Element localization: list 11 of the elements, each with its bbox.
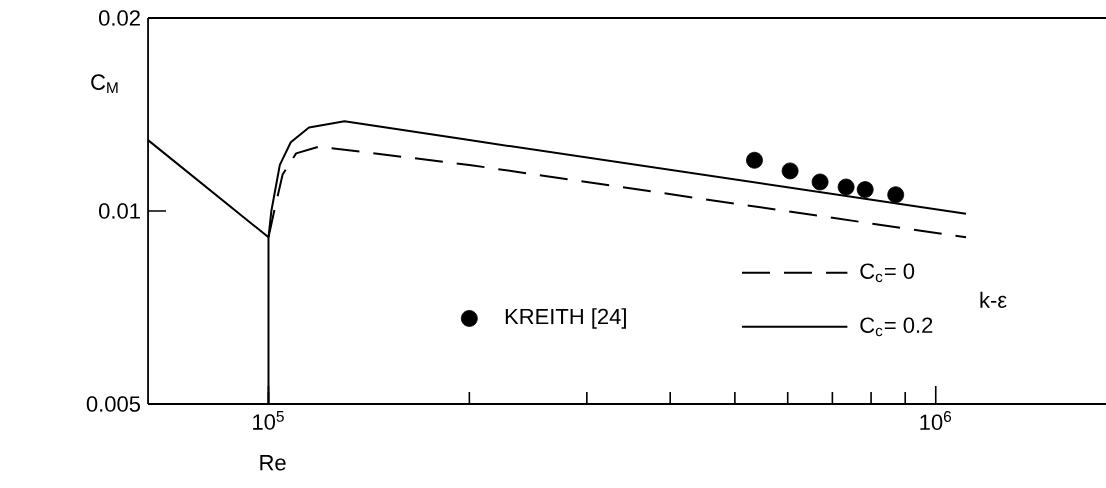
y-tick-label: 0.005 xyxy=(86,396,141,412)
x-tick-label: 10$^{5}$ xyxy=(253,411,284,430)
x-axis-title: Re xyxy=(260,455,286,471)
y-tick-label: 0.02 xyxy=(99,10,140,26)
legend-label: KREITH [24] xyxy=(505,308,626,329)
legend-label: C$_{c}$= 0.2 xyxy=(860,317,933,337)
y-axis-title: C$_{M}$ xyxy=(91,74,118,93)
x-tick-label: 10$^{6}$ xyxy=(920,411,952,431)
legend-label: C$_{c}$= 0 xyxy=(860,263,915,283)
legend-title: k-ε xyxy=(980,291,1007,308)
y-tick-label: 0.01 xyxy=(99,203,140,219)
